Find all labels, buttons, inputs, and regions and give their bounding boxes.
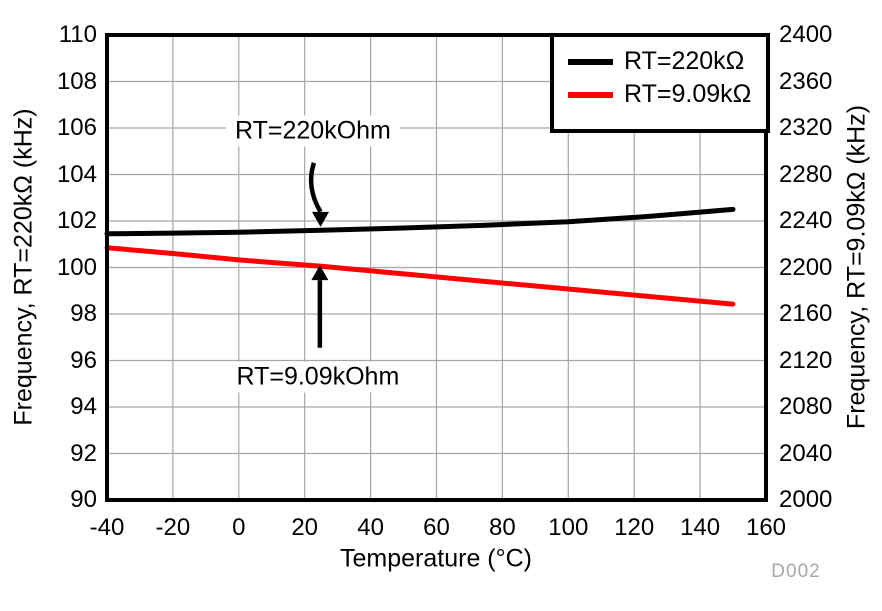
y-left-tick-label: 110 xyxy=(58,21,97,48)
x-tick-label: 0 xyxy=(232,514,246,541)
y-right-tick-label: 2320 xyxy=(779,114,833,141)
x-tick-label: 20 xyxy=(291,514,319,541)
x-tick-label: -20 xyxy=(155,514,191,541)
y-right-tick-label: 2240 xyxy=(779,207,833,234)
legend-line-swatch-black xyxy=(568,58,613,65)
y-axis-title-left: Frequency, RT=220kΩ (kHz) xyxy=(9,108,38,426)
legend: RT=220kΩ RT=9.09kΩ xyxy=(550,33,770,133)
watermark: D002 xyxy=(771,561,821,582)
y-left-tick-label: 94 xyxy=(70,393,97,420)
y-right-tick-label: 2040 xyxy=(779,439,833,467)
annotation-rt909k: RT=9.09kOhm xyxy=(227,361,409,393)
annotation-rt220k: RT=220kOhm xyxy=(226,115,400,147)
y-left-tick-label: 108 xyxy=(56,67,97,95)
y-axis-title-right: Frequency, RT=9.09kΩ (kHz) xyxy=(842,104,871,430)
x-tick-label: 60 xyxy=(423,514,450,541)
legend-label: RT=9.09kΩ xyxy=(624,80,752,108)
y-right-tick-label: 2000 xyxy=(779,486,833,513)
y-right-tick-label: 2080 xyxy=(779,393,833,420)
y-right-tick-label: 2200 xyxy=(779,253,833,281)
y-right-tick-label: 2120 xyxy=(779,346,833,374)
x-tick-label: -40 xyxy=(89,514,125,541)
y-right-tick-label: 2160 xyxy=(779,300,833,327)
y-right-tick-label: 2280 xyxy=(779,160,833,188)
x-tick-label: 120 xyxy=(614,514,655,541)
y-left-tick-label: 90 xyxy=(70,486,97,513)
y-left-tick-label: 102 xyxy=(56,207,97,234)
y-left-tick-label: 92 xyxy=(70,439,97,467)
y-left-tick-label: 98 xyxy=(70,300,97,327)
legend-label: RT=220kΩ xyxy=(624,47,745,75)
x-tick-label: 160 xyxy=(745,514,787,541)
y-left-tick-label: 104 xyxy=(56,160,97,188)
legend-line-swatch-red xyxy=(568,91,613,98)
y-left-tick-label: 106 xyxy=(56,114,97,141)
x-tick-label: 100 xyxy=(548,514,589,541)
x-tick-label: 80 xyxy=(489,514,516,541)
legend-item: RT=220kΩ xyxy=(554,45,766,78)
y-left-tick-label: 100 xyxy=(56,253,97,281)
y-left-tick-label: 96 xyxy=(70,346,97,374)
y-right-tick-label: 2360 xyxy=(779,67,833,95)
y-right-tick-label: 2400 xyxy=(779,21,833,48)
x-tick-label: 40 xyxy=(357,514,384,541)
legend-item: RT=9.09kΩ xyxy=(554,78,766,111)
x-tick-label: 140 xyxy=(680,514,721,541)
x-axis-title: Temperature (°C) xyxy=(340,544,532,573)
